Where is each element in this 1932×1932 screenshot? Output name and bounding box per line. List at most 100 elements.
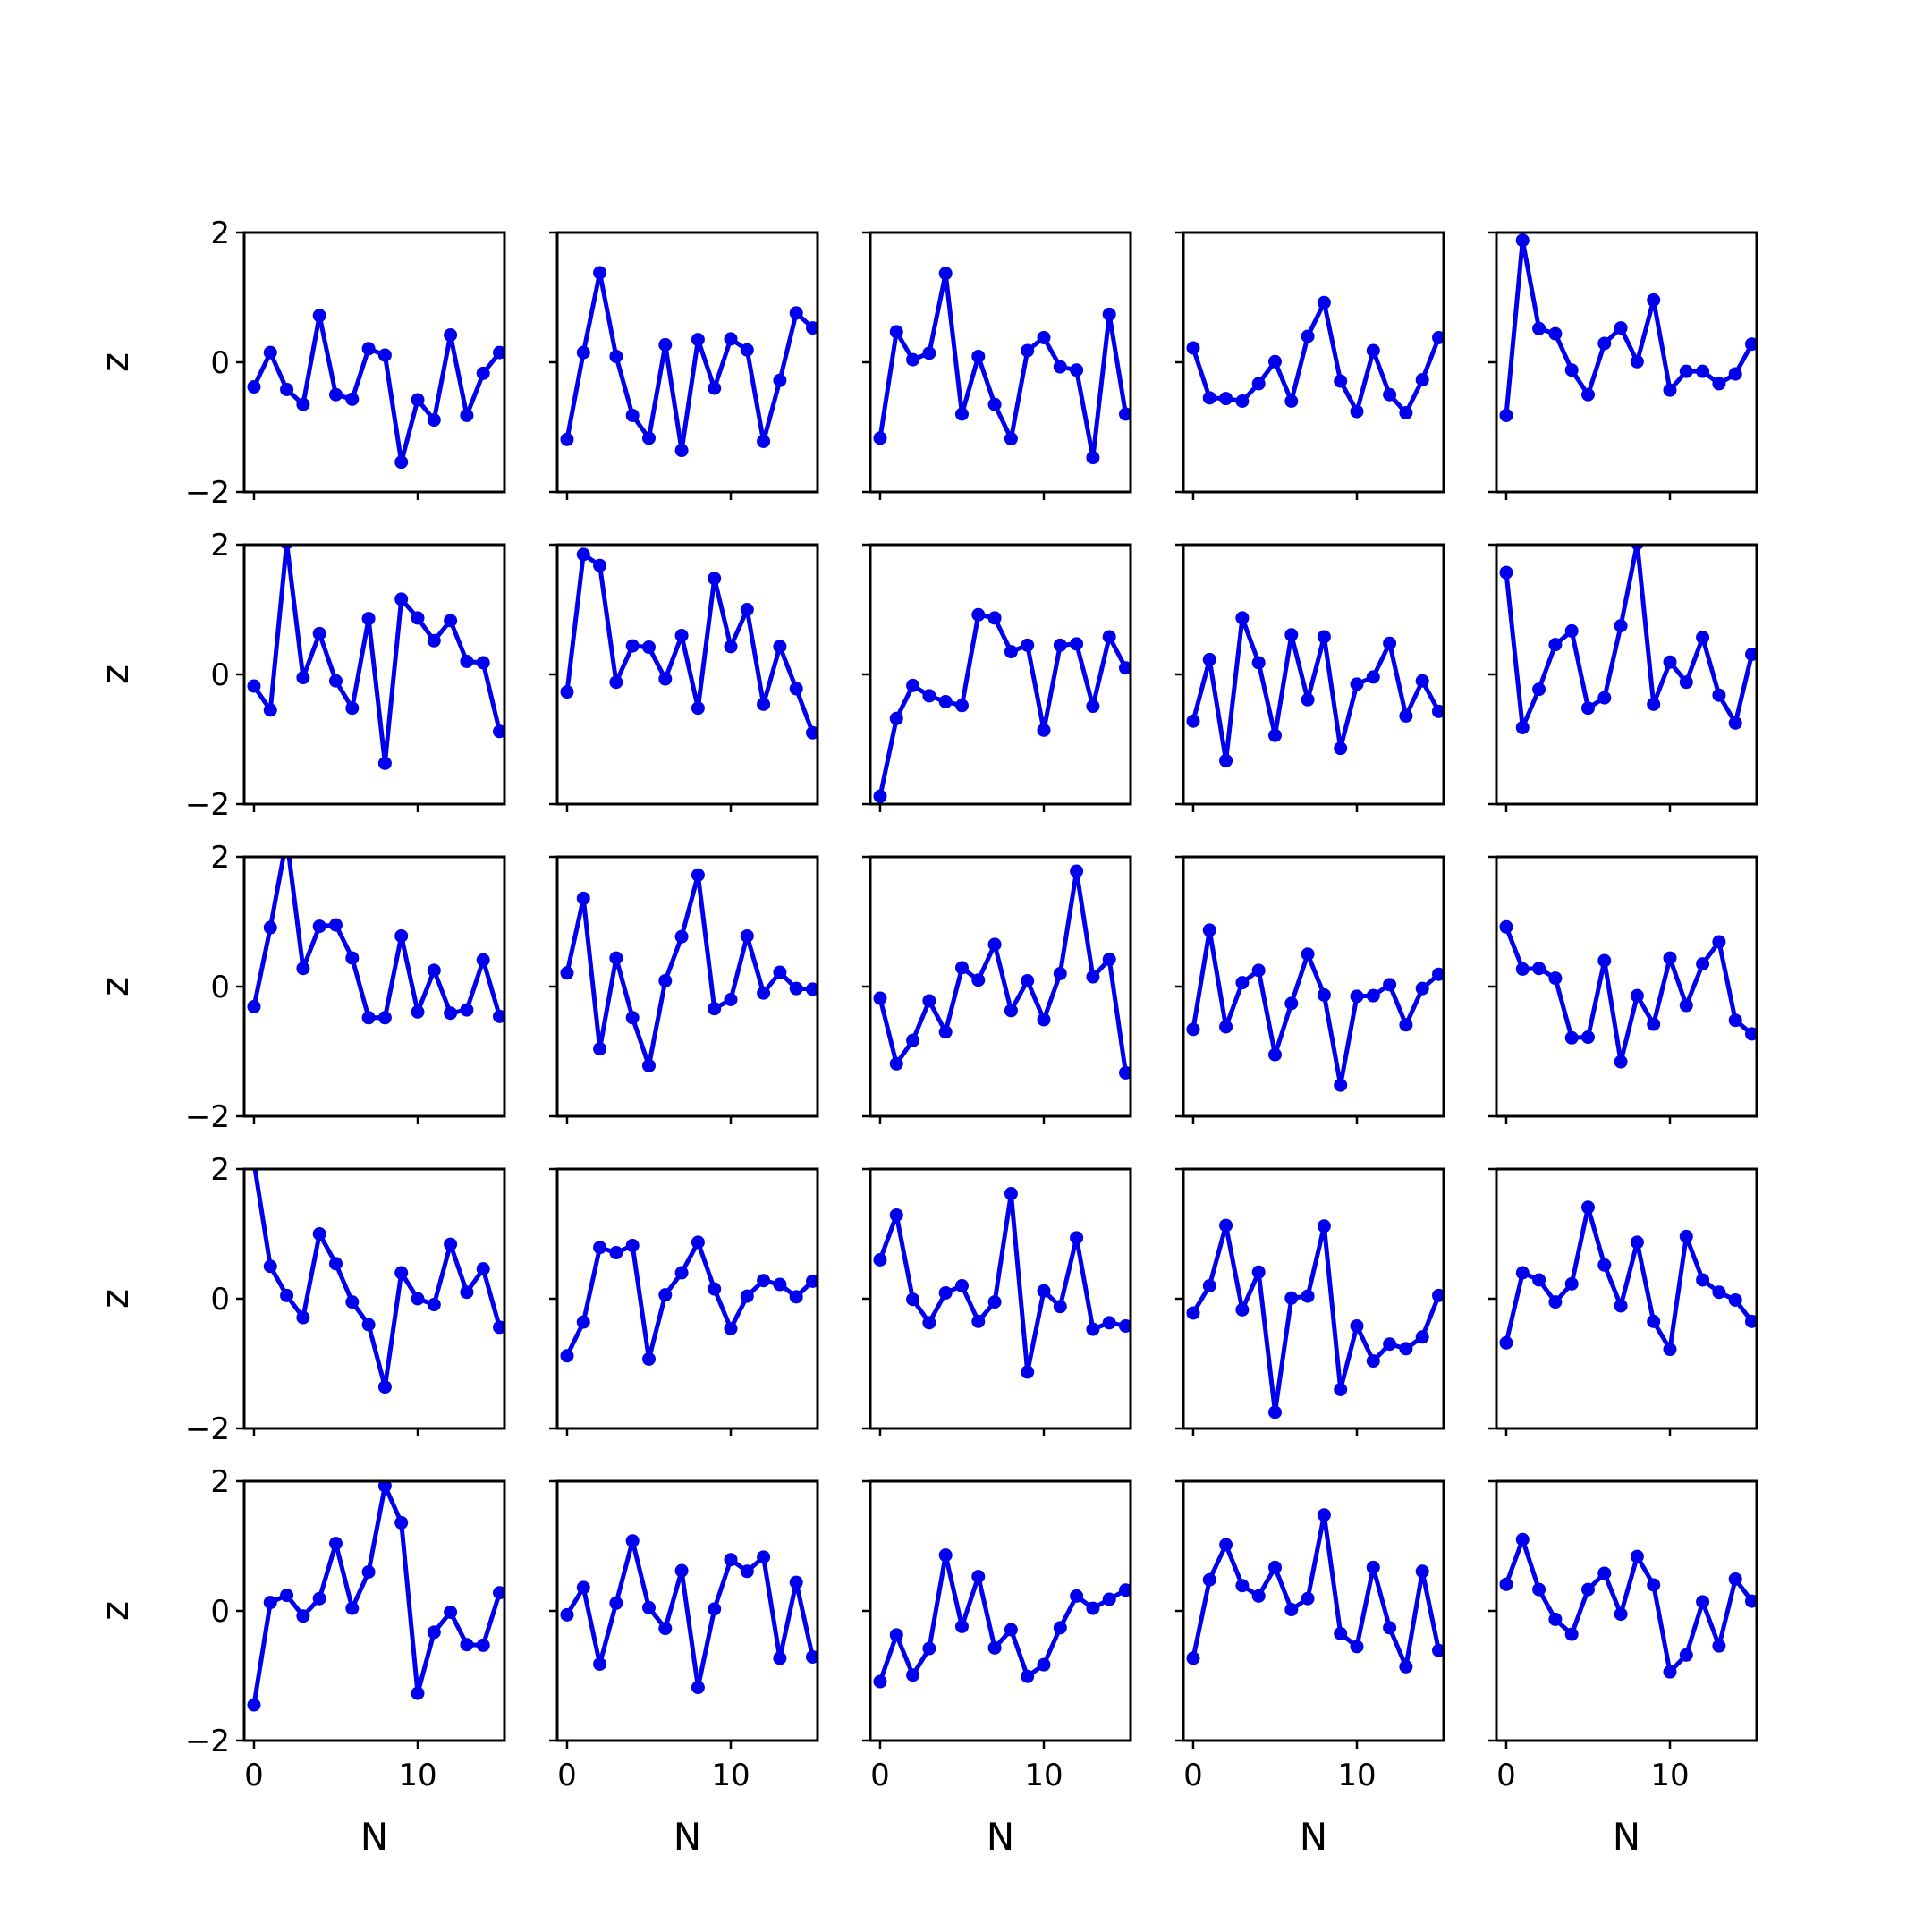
- data-point: [922, 346, 936, 360]
- data-point: [1037, 330, 1051, 344]
- data-point: [1004, 1187, 1018, 1201]
- y-tick-label: 0: [210, 345, 230, 381]
- data-point: [1053, 967, 1067, 980]
- data-point: [1086, 970, 1100, 984]
- data-point: [889, 711, 903, 725]
- data-point: [427, 963, 441, 978]
- data-point: [1070, 637, 1084, 651]
- data-point: [906, 1292, 920, 1307]
- data-point: [1334, 1078, 1348, 1092]
- data-point: [411, 611, 425, 625]
- data-point: [1284, 394, 1299, 408]
- data-point: [1564, 1627, 1579, 1641]
- subplot-r3-c2: [549, 855, 819, 1124]
- data-point: [641, 1058, 656, 1072]
- series-line: [251, 857, 502, 1021]
- data-point: [658, 337, 673, 352]
- data-point: [773, 965, 787, 979]
- data-point: [1383, 387, 1397, 402]
- data-point: [1532, 962, 1546, 976]
- subplot-r1-c3: [862, 231, 1132, 500]
- data-point: [1070, 864, 1084, 878]
- data-point: [444, 1006, 458, 1021]
- data-point: [312, 309, 326, 323]
- data-point: [345, 392, 360, 406]
- data-point: [674, 929, 689, 944]
- data-point: [1267, 1047, 1282, 1062]
- data-point: [1350, 1640, 1364, 1654]
- data-point: [757, 1274, 771, 1288]
- y-tick-label: 2: [210, 1152, 230, 1188]
- data-point: [1284, 1603, 1299, 1617]
- data-point: [1432, 704, 1444, 718]
- data-point: [641, 431, 656, 445]
- data-point: [1432, 1643, 1444, 1657]
- data-point: [757, 986, 771, 1000]
- series-line: [877, 612, 1128, 797]
- data-point: [247, 380, 261, 394]
- data-point: [460, 655, 474, 668]
- subplot-r2-c5: [1488, 543, 1758, 812]
- data-point: [806, 321, 818, 335]
- y-tick-label: −2: [185, 475, 230, 511]
- x-tick-label: 0: [557, 1758, 577, 1793]
- series-line: [251, 545, 502, 766]
- subplot-r3-c1: −2 0 2 z: [93, 840, 506, 1135]
- data-point: [1580, 1582, 1595, 1597]
- data-point: [1712, 688, 1726, 702]
- data-point: [757, 697, 771, 711]
- data-point: [1102, 1316, 1116, 1330]
- data-point: [1186, 341, 1200, 355]
- data-point: [987, 611, 1002, 625]
- data-point: [1070, 1231, 1084, 1245]
- series-line: [564, 1240, 815, 1361]
- data-point: [1564, 363, 1579, 377]
- data-point: [1284, 996, 1299, 1011]
- data-point: [1350, 989, 1364, 1004]
- data-point: [1317, 630, 1331, 644]
- data-point: [1564, 1030, 1579, 1045]
- data-point: [674, 1563, 689, 1578]
- data-point: [740, 603, 754, 616]
- data-point: [493, 1320, 504, 1335]
- series-line: [1191, 928, 1441, 1088]
- data-point: [1301, 692, 1315, 707]
- data-point: [1119, 1318, 1131, 1333]
- data-point: [411, 1292, 425, 1306]
- data-point: [724, 640, 738, 654]
- data-point: [609, 675, 623, 690]
- data-point: [609, 951, 623, 965]
- data-point: [691, 1235, 705, 1250]
- data-point: [889, 1208, 903, 1222]
- data-point: [773, 640, 787, 654]
- data-point: [296, 1609, 310, 1623]
- y-tick-label: 2: [210, 216, 230, 251]
- subplot-r4-c1: −2 0 2 z: [93, 1152, 506, 1447]
- data-point: [740, 343, 754, 357]
- data-point: [1317, 295, 1331, 309]
- data-point: [1267, 728, 1282, 742]
- data-point: [1597, 336, 1612, 351]
- data-point: [789, 981, 803, 996]
- data-point: [1696, 364, 1710, 378]
- data-point: [1366, 343, 1380, 358]
- data-point: [708, 381, 722, 395]
- data-point: [460, 1003, 474, 1017]
- data-point: [1663, 655, 1677, 669]
- data-point: [740, 928, 754, 943]
- data-point: [1186, 1651, 1200, 1665]
- data-point: [296, 397, 310, 411]
- data-point: [873, 1253, 887, 1267]
- data-point: [1235, 1579, 1250, 1593]
- series-line: [877, 869, 1128, 1073]
- data-point: [1647, 292, 1661, 307]
- data-point: [691, 1681, 705, 1695]
- data-point: [954, 1619, 969, 1633]
- data-point: [247, 1698, 261, 1712]
- y-tick-label: −2: [185, 1099, 230, 1135]
- data-point: [674, 444, 689, 458]
- data-point: [1614, 1299, 1628, 1313]
- data-point: [444, 328, 458, 343]
- data-point: [1580, 701, 1595, 716]
- data-point: [1647, 1017, 1661, 1031]
